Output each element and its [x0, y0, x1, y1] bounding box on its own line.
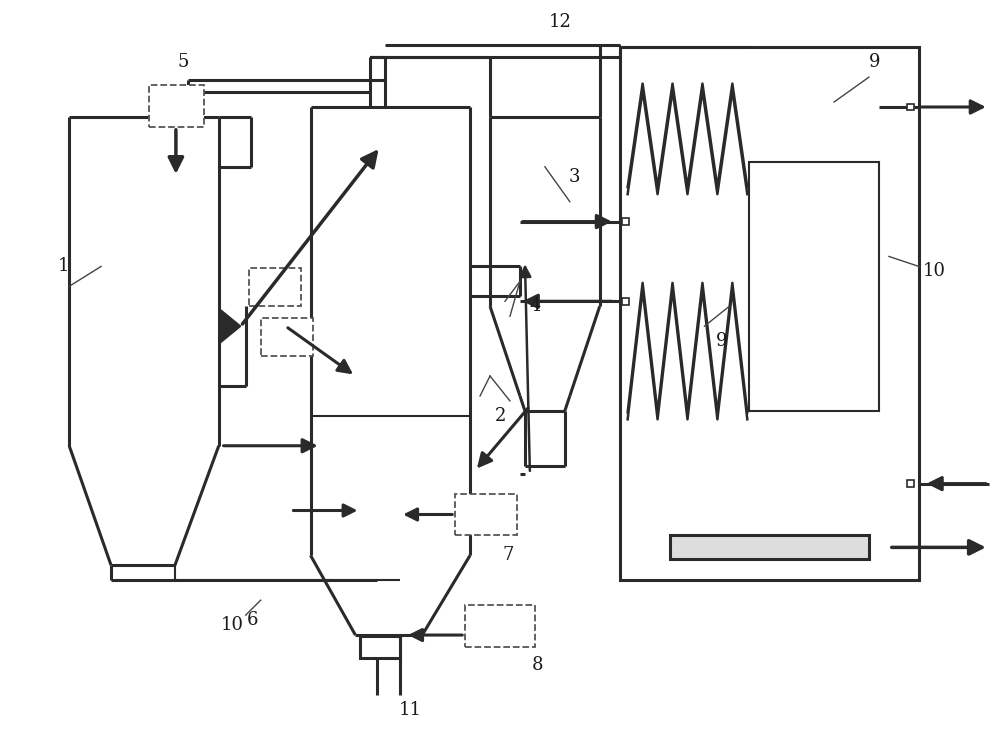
Text: 5: 5 [177, 53, 189, 71]
Polygon shape [219, 308, 241, 344]
Bar [261, 318, 313, 356]
Bar [360, 636, 400, 658]
Text: 8: 8 [532, 656, 544, 674]
Text: 4: 4 [529, 297, 541, 315]
Text: 6: 6 [247, 611, 258, 629]
Text: 9: 9 [716, 332, 727, 350]
Text: 7: 7 [502, 547, 514, 564]
Text: 9: 9 [869, 53, 881, 71]
Bar [620, 47, 919, 581]
Bar [465, 605, 535, 647]
Bar [907, 104, 914, 110]
Bar [749, 162, 879, 411]
Bar [249, 268, 301, 306]
Bar [622, 298, 629, 305]
Text: 10: 10 [221, 616, 244, 634]
Text: 12: 12 [548, 14, 571, 31]
Bar [622, 218, 629, 225]
Text: 1: 1 [57, 257, 69, 275]
Text: 10: 10 [922, 262, 945, 280]
Bar [670, 535, 869, 559]
Text: 11: 11 [399, 701, 422, 719]
Bar [907, 480, 914, 487]
Text: 3: 3 [569, 168, 581, 186]
Bar [149, 85, 204, 127]
Text: 2: 2 [494, 407, 506, 425]
Bar [455, 494, 517, 535]
